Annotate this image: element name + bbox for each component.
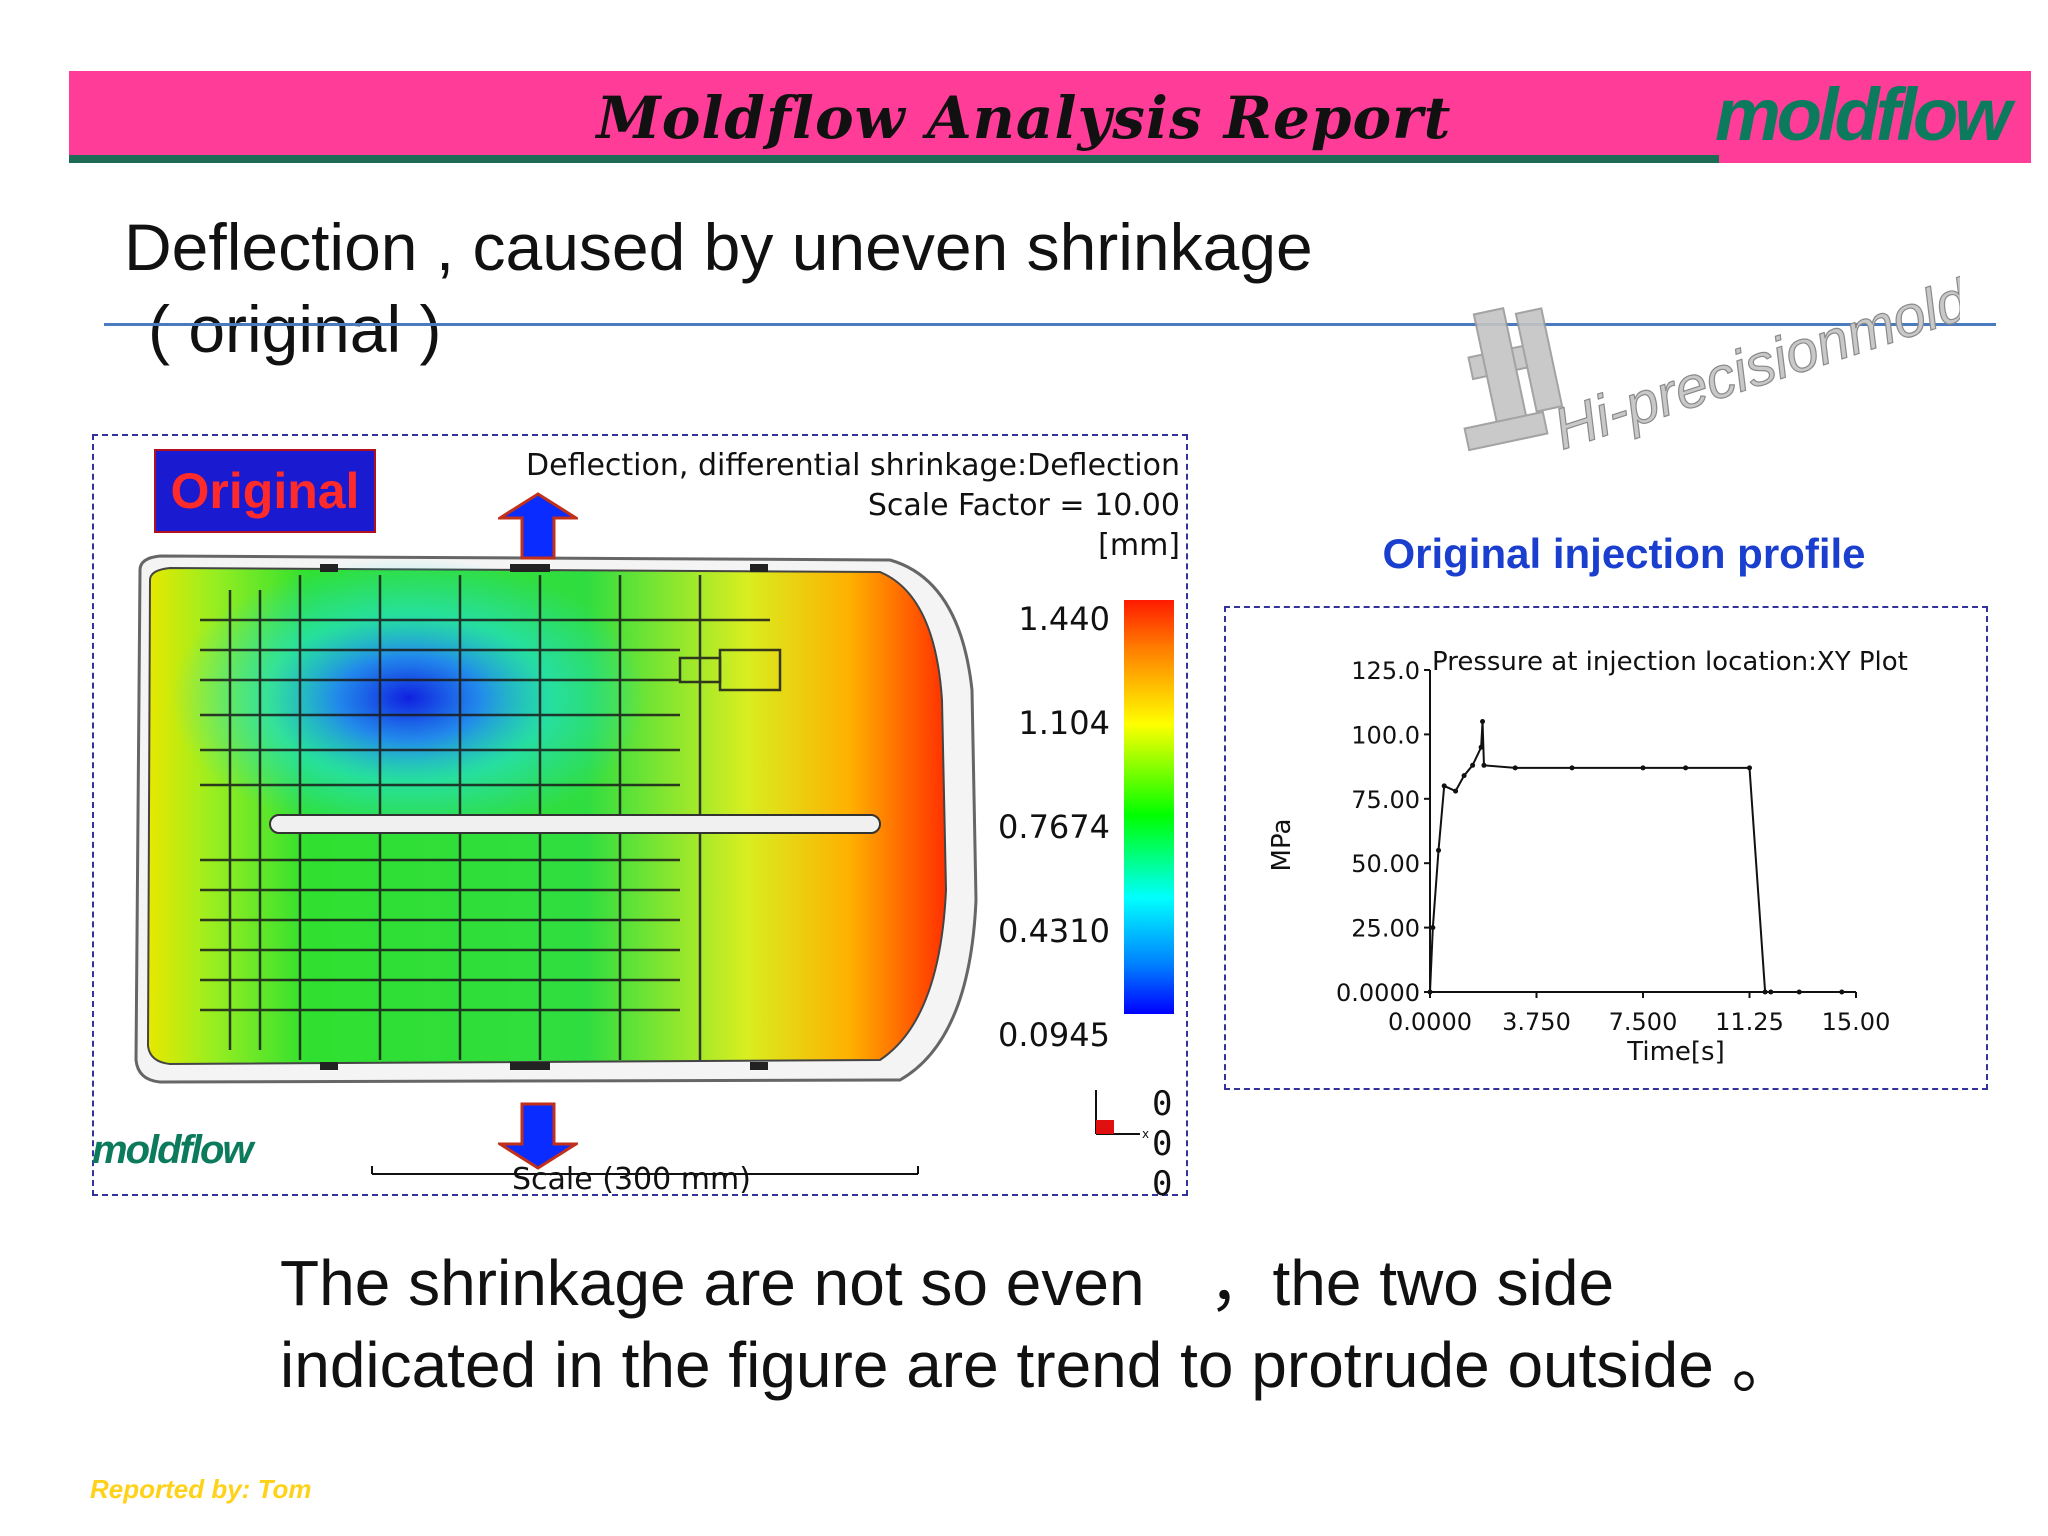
slide-title: Deflection , caused by uneven shrinkage …: [124, 206, 1313, 370]
scale-label: Scale (300 mm): [512, 1162, 751, 1197]
moldflow-logo-small: moldflow: [92, 1128, 254, 1172]
data-point: [1461, 773, 1467, 779]
watermark: Hi-precisionmold.com: [1463, 240, 1960, 460]
chart-title: Pressure at injection location:XY Plot: [1432, 647, 1908, 677]
edge-clips: [320, 564, 768, 1070]
summary-line1: The shrinkage are not so even ，the two s…: [280, 1247, 1615, 1319]
x-tick-label: 3.750: [1502, 1008, 1571, 1036]
data-point: [1427, 989, 1433, 995]
data-point: [1747, 765, 1752, 771]
data-point: [1839, 989, 1845, 995]
data-point: [1436, 847, 1442, 853]
y-tick-label: 25.00: [1351, 915, 1420, 943]
x-tick-label: 7.500: [1609, 1008, 1678, 1036]
data-point: [1453, 788, 1459, 794]
x-tick-label: 0.0000: [1388, 1008, 1472, 1036]
triad-value-2: 0: [1152, 1124, 1173, 1164]
profile-heading: Original injection profile: [1382, 530, 1866, 577]
arrow-up-icon: [498, 492, 578, 560]
legend-value-min: 0.0945: [998, 1016, 1110, 1054]
center-slot: [269, 814, 881, 834]
svg-text:x: x: [1142, 1127, 1149, 1141]
data-point: [1796, 989, 1802, 995]
data-point: [1569, 765, 1575, 771]
axis-triad-icon: x: [1095, 1090, 1149, 1141]
watermark-emblem-icon: [1463, 307, 1564, 452]
chart-ticks: 0.0000 25.00 50.00 75.00 100.0 125.0 0.0000 3.7…: [1336, 657, 1890, 1036]
low-deflection-zone: [150, 530, 830, 930]
header-banner: [69, 71, 2031, 163]
scale-bar: [371, 1166, 919, 1175]
x-tick-label: 15.00: [1822, 1008, 1891, 1036]
pressure-chart: Pressure at injection location:XY Plot M…: [1267, 647, 1908, 1067]
original-badge: Original: [154, 449, 376, 533]
legend-value-2: 1.104: [1018, 704, 1110, 742]
data-point: [1640, 765, 1646, 771]
deflection-color-legend: [1124, 600, 1174, 1014]
deflection-part-render: [134, 530, 978, 1084]
data-point: [1768, 989, 1774, 995]
scale-factor: Scale Factor = 10.00: [867, 488, 1180, 523]
legend-value-max: 1.440: [1018, 600, 1110, 638]
summary-line2: indicated in the figure are trend to pro…: [280, 1329, 1796, 1401]
chart-y-label: MPa: [1267, 819, 1297, 872]
data-point: [1480, 719, 1486, 725]
arrow-down-icon: [498, 1102, 578, 1170]
deflection-plot-header: Deflection, differential shrinkage:Defle…: [380, 446, 1180, 566]
slide-title-line1: Deflection , caused by uneven shrinkage: [124, 210, 1313, 284]
data-point: [1683, 765, 1689, 771]
moldflow-logo: moldflow: [1715, 73, 2012, 156]
report-title: Moldflow Analysis Report: [596, 84, 1452, 152]
y-tick-label: 75.00: [1351, 786, 1420, 814]
profile-chart-panel: [1224, 606, 1988, 1090]
y-tick-label: 125.0: [1351, 657, 1420, 685]
data-point: [1512, 765, 1518, 771]
triad-value-1: 0: [1152, 1084, 1173, 1124]
deflection-unit: [mm]: [1098, 528, 1180, 563]
pressure-line: [1429, 721, 1842, 993]
slide-title-line2: ( original ): [148, 292, 442, 366]
chart-x-label: Time[s]: [1626, 1037, 1724, 1067]
deflection-plot-panel: [92, 434, 1188, 1196]
y-tick-label: 100.0: [1351, 721, 1420, 749]
y-tick-label: 0.0000: [1336, 979, 1420, 1007]
title-divider: [104, 323, 1996, 326]
header-underline: [69, 155, 1719, 163]
x-tick-label: 11.25: [1715, 1008, 1784, 1036]
data-point: [1470, 762, 1476, 768]
deflection-plot-title: Deflection, differential shrinkage:Defle…: [526, 448, 1180, 483]
triad-value-3: 0: [1152, 1164, 1173, 1204]
reported-by: Reported by: Tom: [90, 1474, 312, 1504]
chart-axes: [1429, 670, 1856, 993]
data-point: [1481, 762, 1487, 768]
legend-value-4: 0.4310: [998, 912, 1110, 950]
data-point: [1762, 989, 1768, 995]
summary-text: The shrinkage are not so even ，the two s…: [280, 1242, 1796, 1406]
data-point: [1441, 783, 1447, 789]
legend-value-3: 0.7674: [998, 808, 1110, 846]
chart-series: [1427, 719, 1845, 995]
data-point: [1478, 744, 1484, 750]
data-point: [1430, 925, 1436, 931]
watermark-text: Hi-precisionmold.com: [1546, 240, 1960, 460]
y-tick-label: 50.00: [1351, 850, 1420, 878]
